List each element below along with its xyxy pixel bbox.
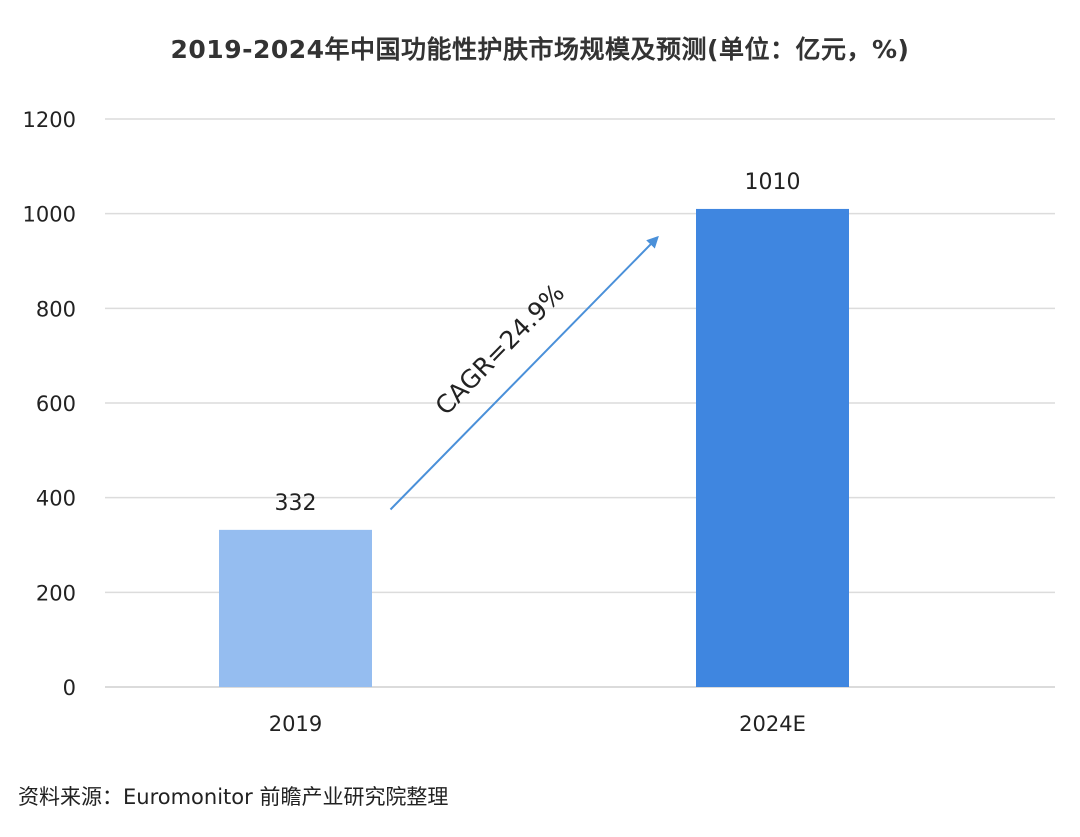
cagr-annotation: CAGR=24.9% — [389, 235, 659, 511]
y-tick-label: 200 — [36, 581, 76, 605]
x-tick-label: 2024E — [739, 712, 806, 736]
y-axis-tick-labels: 0 200 400 600 800 1000 1200 — [23, 108, 76, 700]
y-tick-label: 400 — [36, 487, 76, 511]
data-label: 1010 — [745, 170, 801, 195]
chart-title: 2019-2024年中国功能性护肤市场规模及预测(单位：亿元，%) — [170, 35, 910, 64]
y-tick-label: 600 — [36, 392, 76, 416]
y-tick-label: 1200 — [23, 108, 76, 132]
bars — [219, 208, 849, 687]
data-label: 332 — [275, 491, 317, 516]
data-labels: 332 1010 — [275, 170, 801, 516]
y-tick-label: 1000 — [23, 203, 76, 227]
source-note: 资料来源：Euromonitor 前瞻产业研究院整理 — [18, 785, 449, 809]
y-tick-label: 800 — [36, 297, 76, 321]
x-tick-label: 2019 — [269, 712, 322, 736]
y-tick-label: 0 — [63, 676, 76, 700]
bar-2024e — [696, 208, 849, 687]
x-axis-tick-labels: 2019 2024E — [269, 712, 806, 736]
cagr-arrow — [389, 235, 659, 511]
bar-2019 — [219, 529, 372, 687]
